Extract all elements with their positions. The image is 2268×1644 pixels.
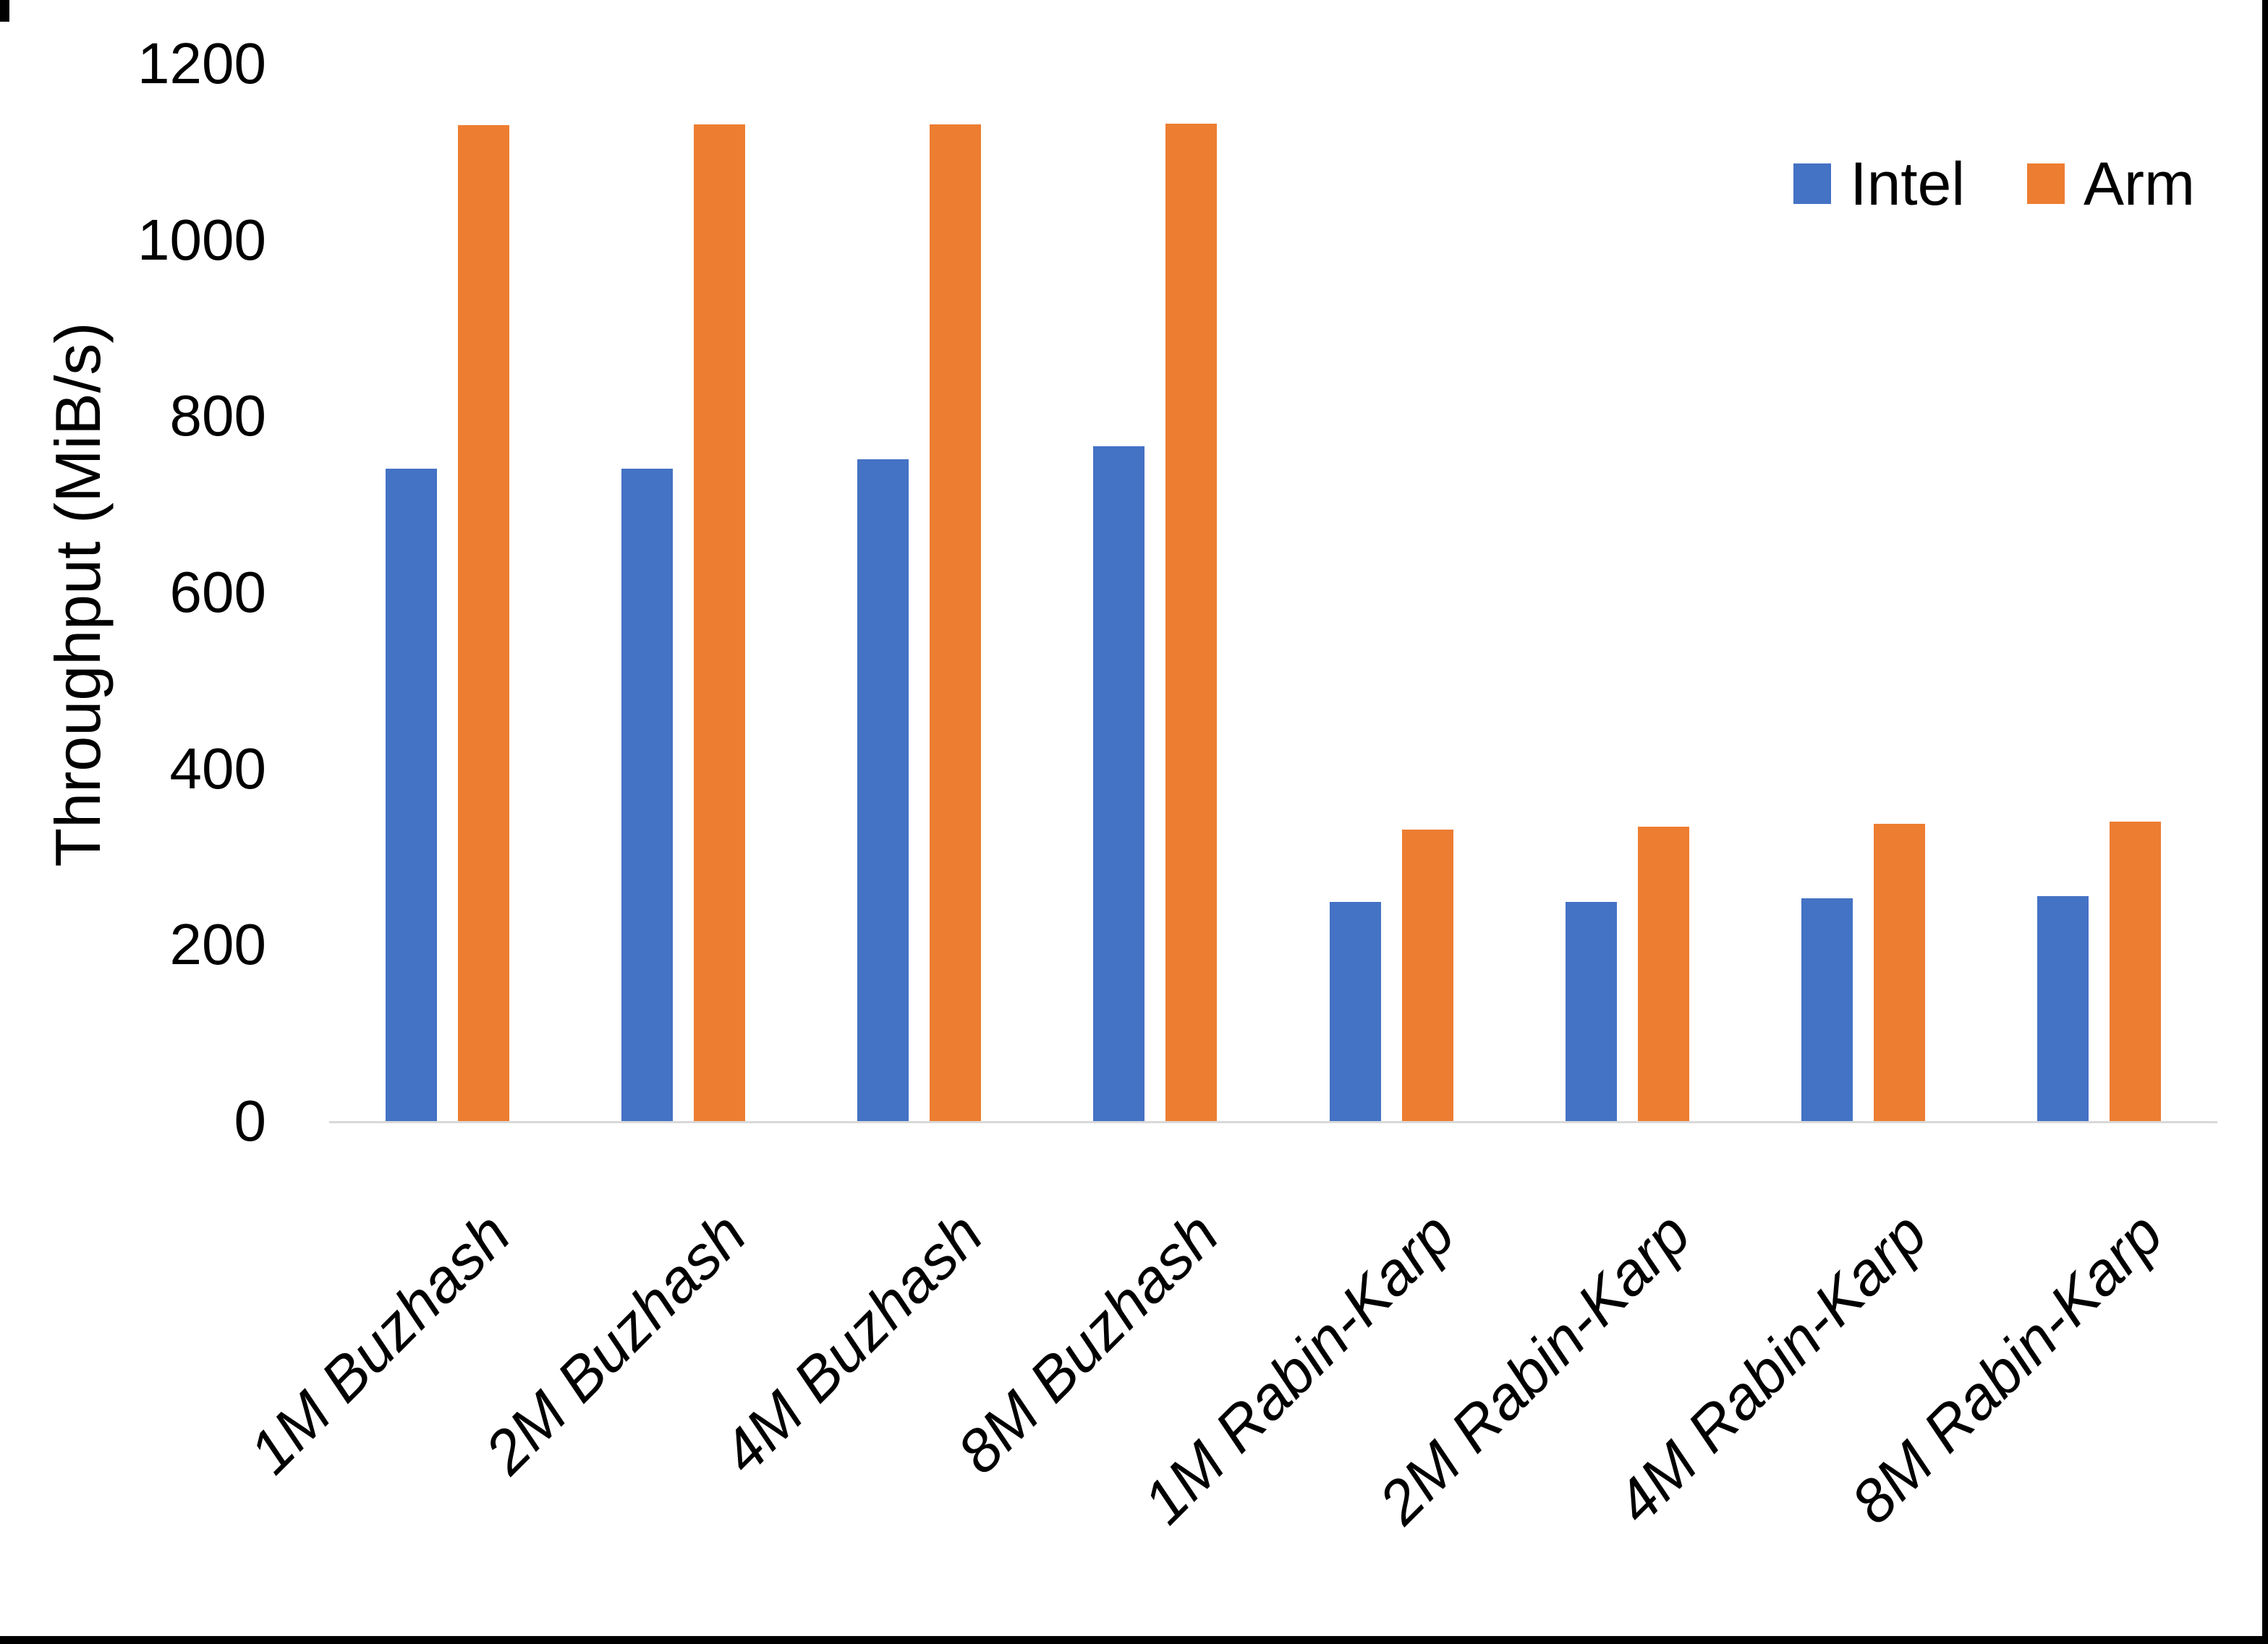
legend-label-arm: Arm [2084,150,2195,218]
bar-group: 2M Rabin-Karp [1366,64,1745,1536]
legend-item-arm: Arm [2027,153,2195,214]
bar-arm [2110,821,2162,1121]
bar-arm [1165,123,1218,1121]
bar-arm [1637,827,1689,1121]
legend-item-intel: Intel [1793,153,1965,214]
y-axis-tick-label: 0 [234,1089,267,1153]
legend-swatch-intel [1793,163,1832,204]
bar-group: 8M Buzhash [944,64,1273,1486]
bar-group: 2M Buzhash [472,64,801,1486]
bar-group: 4M Buzhash [708,64,1037,1486]
bar-group: 8M Rabin-Karp [1838,64,2217,1536]
bar-intel [1565,901,1617,1121]
y-axis-tick-label: 400 [169,736,266,801]
bar-arm [930,124,982,1121]
y-axis-tick-label: 1200 [137,31,266,95]
bar-group: 4M Rabin-Karp [1602,64,1982,1536]
y-axis-title: Throughput (MiB/s) [42,322,114,867]
bar-arm [1401,829,1453,1121]
bar-arm [457,125,509,1121]
bar-intel [1329,901,1381,1121]
page-border-right [2262,0,2268,1644]
bar-intel [2037,896,2089,1121]
plot-area: 1M Buzhash 2M Buzhash 4M Buzhash 8M Buzhash… [236,64,2217,1536]
y-axis-tick-label: 200 [169,912,266,977]
y-axis-tick-label: 800 [169,383,266,448]
bar-groups: 1M Buzhash 2M Buzhash 4M Buzhash 8M Buzhash… [236,64,2217,1536]
bar-intel [1093,446,1145,1121]
bar-intel [1801,898,1853,1121]
bar-intel [385,469,437,1121]
page-border-bottom [0,1636,2268,1644]
y-axis-tick-label: 1000 [137,207,266,272]
legend-label-intel: Intel [1850,150,1966,218]
bar-arm [693,124,745,1121]
bar-group: 1M Rabin-Karp [1130,64,1509,1536]
bar-intel [621,469,673,1121]
bar-group: 1M Buzhash [236,64,565,1486]
page-corner-mark [0,0,9,22]
y-axis-tick-label: 600 [169,560,266,624]
legend: Intel Arm [1793,153,2195,214]
bar-arm [1874,824,1926,1121]
legend-swatch-arm [2027,163,2065,204]
bar-intel [857,459,909,1121]
